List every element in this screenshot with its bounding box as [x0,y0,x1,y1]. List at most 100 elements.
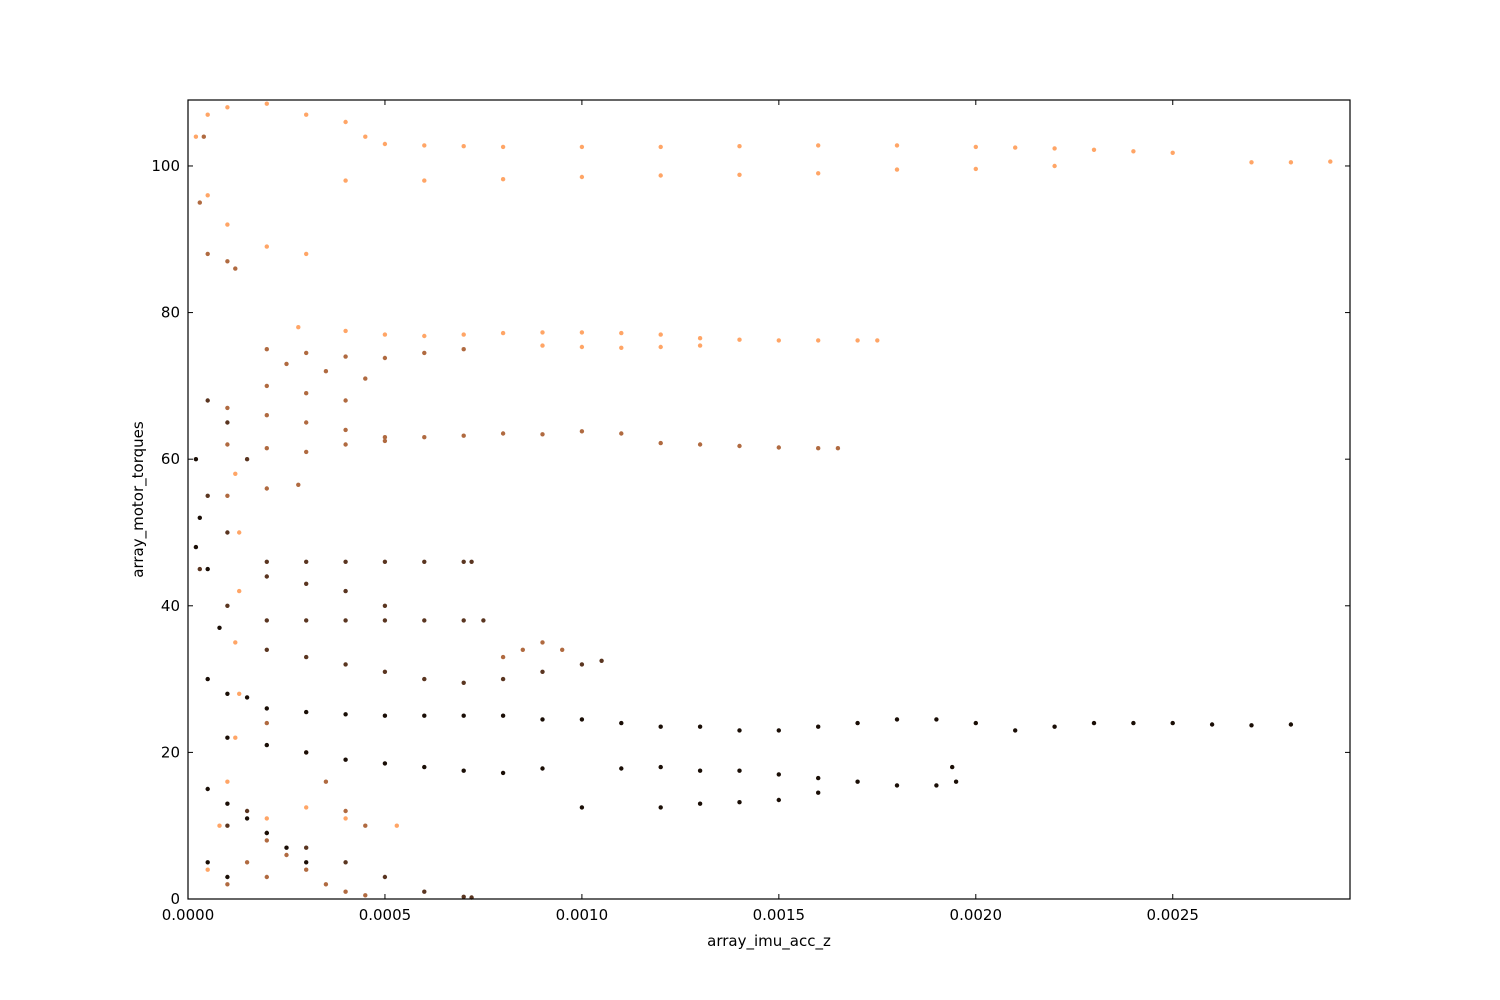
data-point [855,720,860,726]
data-point [973,720,978,726]
data-point [461,433,466,438]
data-point [422,676,427,682]
data-point [264,446,269,451]
x-axis-label: array_imu_acc_z [707,932,831,951]
data-point [658,144,663,150]
data-point [264,874,269,880]
data-point [658,764,663,770]
data-point [343,860,348,865]
y-tick-label: 20 [161,743,180,761]
data-point [737,337,742,342]
data-point [237,588,242,594]
data-point [816,171,821,176]
data-point [205,251,210,257]
data-point [894,143,900,148]
data-point [422,333,427,339]
data-point [500,770,506,776]
data-point [579,717,585,722]
data-point [225,603,230,608]
data-point [304,750,309,755]
data-point [816,775,821,781]
y-tick-label: 40 [161,597,180,615]
data-point [540,717,545,722]
data-point [1052,146,1057,151]
data-point [461,713,466,718]
data-point [304,112,309,117]
data-point [264,244,269,249]
data-point [343,889,348,894]
data-point [579,174,585,180]
data-point [500,330,506,336]
data-point [343,808,348,814]
data-point [284,361,289,367]
data-point [225,442,230,447]
data-point [776,797,781,803]
data-point [658,344,663,350]
points-layer [193,101,1333,900]
data-point [737,443,742,449]
x-tick-label: 0.0015 [753,906,806,924]
data-point [284,845,289,850]
data-point [422,178,427,183]
data-point [382,438,388,444]
data-point [469,559,474,564]
data-point [217,823,222,828]
data-point [382,874,388,880]
data-point [461,894,466,899]
data-point [540,766,545,771]
data-point [382,332,388,337]
data-point [579,344,585,350]
data-point [1131,149,1136,154]
data-point [855,779,860,784]
data-point [193,134,199,139]
data-point [244,816,250,821]
data-point [855,338,860,343]
data-point [296,325,301,330]
data-point [304,420,309,425]
data-point [343,427,348,433]
data-point [382,669,388,674]
data-point [500,431,506,436]
data-point [205,193,210,198]
data-point [225,779,230,784]
data-point [1288,722,1294,727]
data-point [323,882,329,887]
data-point [619,766,624,771]
data-point [461,559,466,564]
data-point [481,618,486,623]
data-point [233,640,238,645]
data-point [343,119,348,125]
data-point [225,801,230,806]
data-point [264,574,269,579]
data-point [422,435,427,440]
data-point [244,808,250,814]
data-point [500,144,506,150]
data-point [225,222,230,227]
data-point [205,566,210,572]
data-point [540,669,545,674]
data-point [225,405,230,411]
data-point [382,618,388,623]
data-point [205,112,210,117]
data-point [776,338,781,343]
data-point [894,167,900,172]
data-point [658,724,663,729]
y-axis-label: array_motor_torques [129,421,148,578]
data-point [304,391,309,396]
data-point [205,867,210,872]
data-point [237,691,242,696]
data-point [816,724,821,729]
data-point [264,720,269,726]
data-point [323,779,329,784]
data-point [225,735,230,740]
data-point [500,177,506,182]
data-point [894,717,900,722]
data-point [697,801,703,806]
data-point [1052,724,1057,729]
data-point [343,354,348,359]
data-point [264,647,269,652]
plot-frame [187,99,1351,900]
data-point [737,800,742,805]
data-point [244,695,250,700]
